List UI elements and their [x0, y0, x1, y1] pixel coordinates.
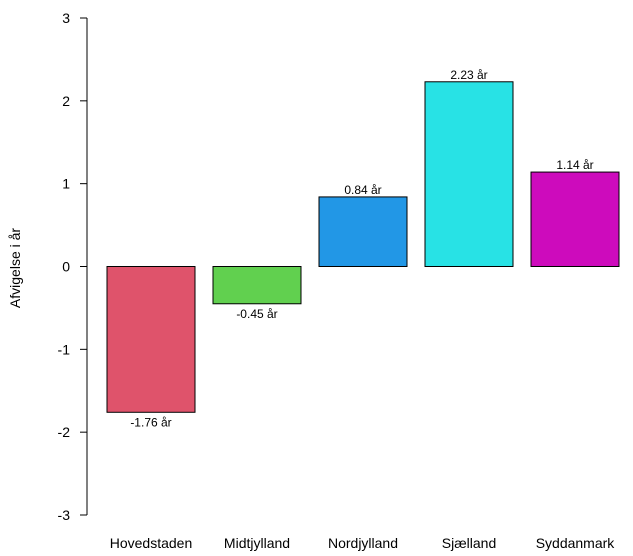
bar	[424, 81, 514, 268]
data-label: 2.23 år	[450, 68, 487, 82]
data-label: -0.45 år	[236, 307, 277, 321]
y-tick-label: 1	[62, 176, 70, 192]
bar	[530, 171, 620, 268]
y-tick-label: -3	[58, 507, 71, 523]
y-axis-title: Afvigelse i år	[7, 228, 23, 308]
y-tick-label: 3	[62, 10, 70, 26]
data-label: 0.84 år	[344, 183, 381, 197]
y-tick-label: -1	[58, 341, 71, 357]
data-label: 1.14 år	[556, 158, 593, 172]
bars	[106, 81, 620, 413]
x-axis-labels: Hovedstaden Midtjylland Nordjylland Sjællan…	[110, 535, 616, 551]
data-label: -1.76 år	[130, 415, 171, 429]
x-category-label: Midtjylland	[224, 535, 290, 551]
x-category-label: Sjælland	[442, 535, 496, 551]
x-category-label: Nordjylland	[328, 535, 398, 551]
bar	[212, 266, 302, 305]
x-category-label: Hovedstaden	[110, 535, 193, 551]
data-labels: -1.76 år -0.45 år 0.84 år 2.23 år 1.14 år	[130, 68, 593, 430]
x-category-label: Syddanmark	[536, 535, 616, 551]
y-axis: -3 -2 -1 0 1 2 3	[58, 10, 88, 523]
bar	[106, 266, 196, 413]
y-tick-label: -2	[58, 424, 71, 440]
bar	[318, 196, 408, 267]
y-tick-label: 0	[62, 259, 70, 275]
y-tick-label: 2	[62, 93, 70, 109]
